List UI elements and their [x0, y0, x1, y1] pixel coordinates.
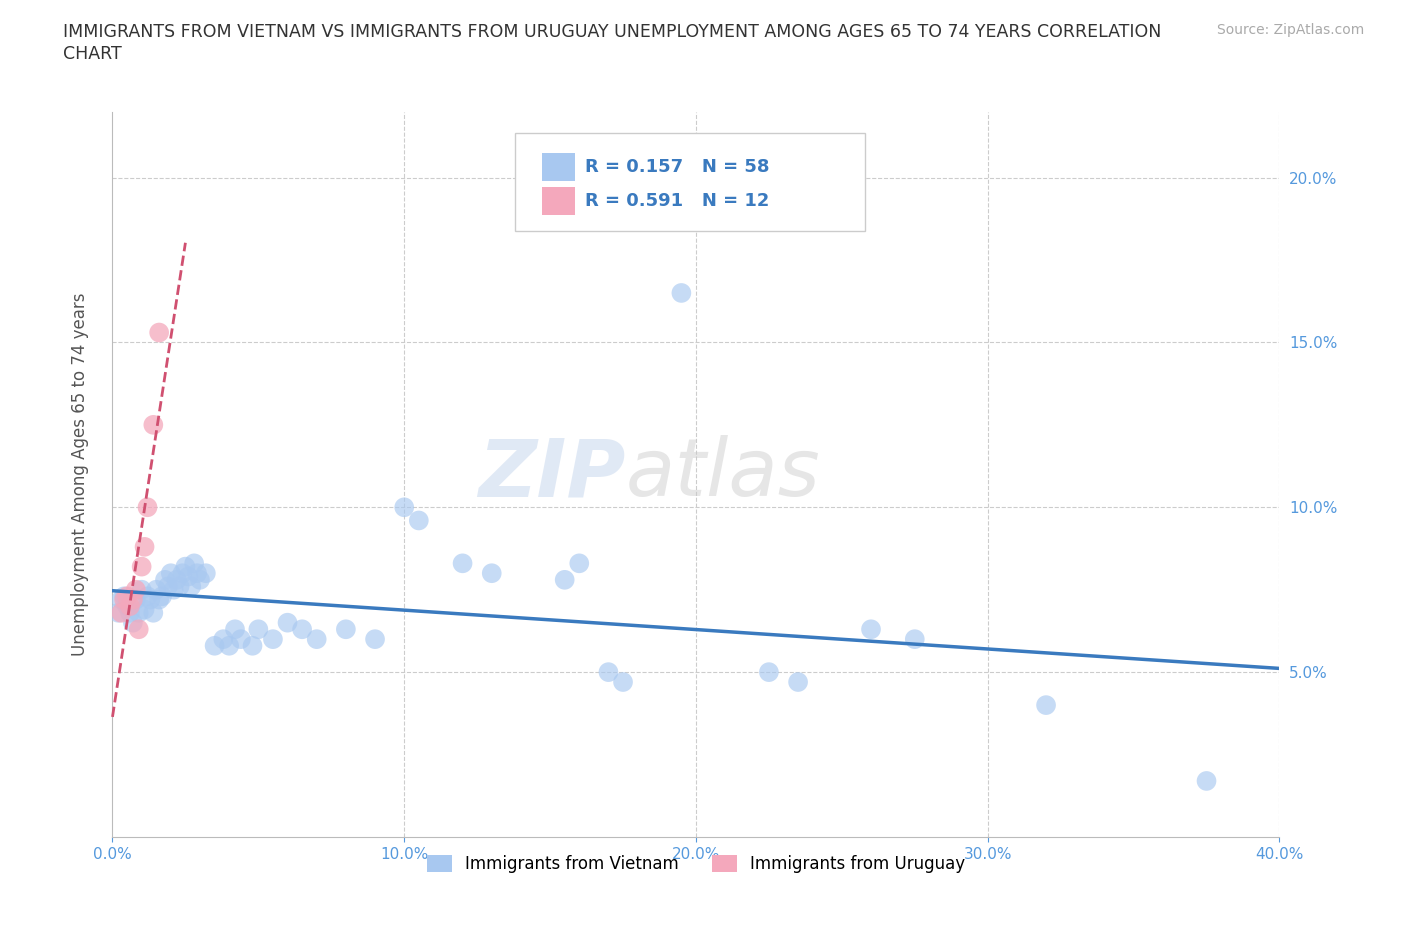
Text: CHART: CHART — [63, 45, 122, 62]
Point — [142, 418, 165, 432]
Point — [247, 622, 270, 637]
Point — [1035, 698, 1057, 712]
Text: atlas: atlas — [626, 435, 821, 513]
Point — [110, 592, 132, 607]
Point — [291, 622, 314, 637]
Point — [148, 326, 170, 340]
Point — [1195, 774, 1218, 789]
Point — [612, 674, 634, 689]
Point — [598, 665, 620, 680]
Point — [166, 572, 188, 587]
Point — [131, 559, 153, 574]
Point — [134, 539, 156, 554]
Point — [183, 556, 205, 571]
Point — [160, 565, 183, 580]
Point — [174, 559, 197, 574]
Point — [148, 592, 170, 607]
Text: Source: ZipAtlas.com: Source: ZipAtlas.com — [1216, 23, 1364, 37]
Point — [787, 674, 810, 689]
Point — [128, 622, 150, 637]
Point — [136, 499, 159, 514]
Point — [758, 665, 780, 680]
Point — [194, 565, 217, 580]
Point — [276, 616, 298, 631]
Point — [188, 572, 211, 587]
Point — [408, 513, 430, 528]
Point — [177, 569, 200, 584]
Point — [904, 631, 927, 646]
Point — [262, 631, 284, 646]
Text: R = 0.591   N = 12: R = 0.591 N = 12 — [585, 192, 769, 210]
Point — [229, 631, 252, 646]
Point — [554, 572, 576, 587]
Point — [150, 589, 173, 604]
Point — [118, 605, 141, 620]
Point — [131, 582, 153, 597]
Point — [364, 631, 387, 646]
Point — [394, 499, 416, 514]
Point — [118, 599, 141, 614]
Point — [860, 622, 883, 637]
Point — [204, 638, 226, 653]
Point — [139, 592, 162, 607]
Point — [125, 592, 148, 607]
Point — [218, 638, 240, 653]
Point — [115, 589, 138, 604]
Point — [671, 286, 693, 300]
Point — [125, 582, 148, 597]
Y-axis label: Unemployment Among Ages 65 to 74 years: Unemployment Among Ages 65 to 74 years — [70, 293, 89, 656]
Point — [136, 589, 159, 604]
FancyBboxPatch shape — [515, 133, 865, 232]
Point — [134, 602, 156, 617]
Point — [122, 616, 145, 631]
Point — [335, 622, 357, 637]
Point — [180, 579, 202, 594]
Point — [122, 592, 145, 607]
Point — [107, 605, 129, 620]
Point — [305, 631, 328, 646]
Text: IMMIGRANTS FROM VIETNAM VS IMMIGRANTS FROM URUGUAY UNEMPLOYMENT AMONG AGES 65 TO: IMMIGRANTS FROM VIETNAM VS IMMIGRANTS FR… — [63, 23, 1161, 41]
Point — [112, 589, 135, 604]
Point — [156, 579, 179, 594]
Point — [242, 638, 264, 653]
Text: R = 0.157   N = 58: R = 0.157 N = 58 — [585, 158, 769, 176]
FancyBboxPatch shape — [541, 153, 575, 180]
Point — [110, 605, 132, 620]
Point — [568, 556, 591, 571]
Point — [451, 556, 474, 571]
Point — [172, 565, 194, 580]
Text: ZIP: ZIP — [478, 435, 626, 513]
Point — [153, 572, 176, 587]
Point — [115, 599, 138, 614]
Point — [145, 582, 167, 597]
Point — [142, 605, 165, 620]
Point — [481, 565, 503, 580]
Legend: Immigrants from Vietnam, Immigrants from Uruguay: Immigrants from Vietnam, Immigrants from… — [420, 848, 972, 880]
Point — [163, 582, 186, 597]
Point — [112, 592, 135, 607]
Point — [169, 579, 191, 594]
FancyBboxPatch shape — [541, 187, 575, 215]
Point — [224, 622, 246, 637]
Point — [186, 565, 208, 580]
Point — [212, 631, 235, 646]
Point — [128, 605, 150, 620]
